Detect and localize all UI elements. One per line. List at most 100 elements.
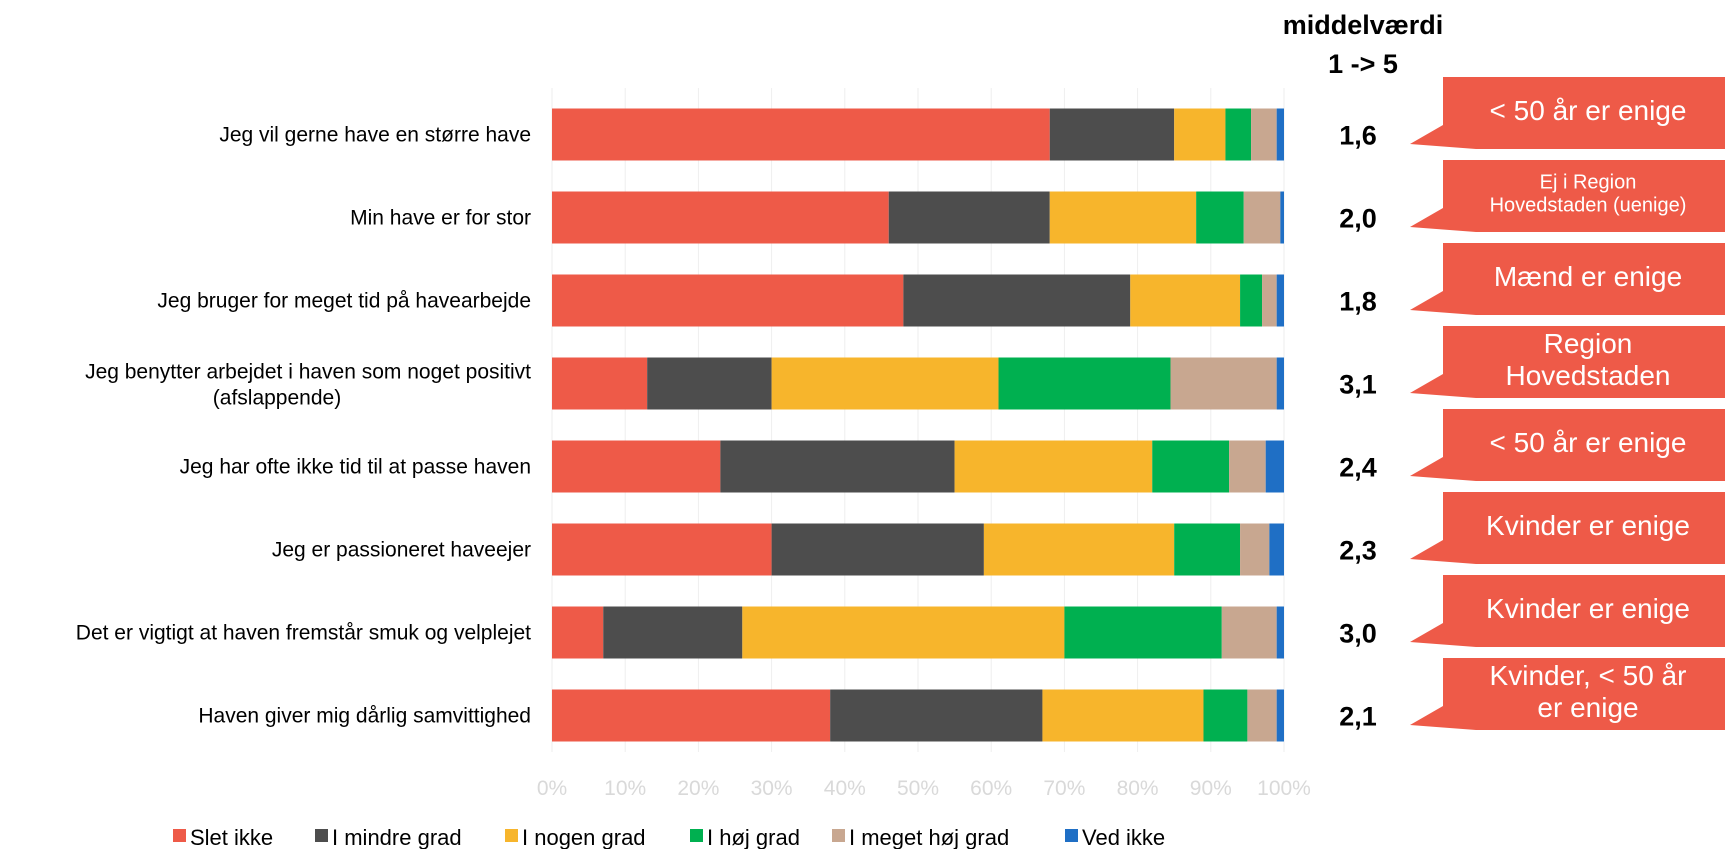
legend-label: I meget høj grad bbox=[849, 825, 1009, 849]
mean-value: 2,4 bbox=[1339, 453, 1377, 483]
bar-segment bbox=[1049, 191, 1197, 244]
bar-segment bbox=[1130, 274, 1241, 327]
legend-label: Slet ikke bbox=[190, 825, 273, 849]
callout-text: Region bbox=[1544, 328, 1633, 359]
bar-segment bbox=[552, 191, 889, 244]
bar-segment bbox=[998, 357, 1171, 410]
category-label: Jeg benytter arbejdet i haven som noget … bbox=[85, 361, 531, 410]
bar-segment bbox=[1203, 689, 1248, 742]
callout-text: Hovedstaden bbox=[1505, 360, 1670, 391]
mean-value: 2,0 bbox=[1339, 204, 1377, 234]
legend-label: I høj grad bbox=[707, 825, 800, 849]
bar-segment bbox=[1262, 274, 1277, 327]
x-tick-label: 80% bbox=[1117, 777, 1159, 800]
mean-value: 2,1 bbox=[1339, 702, 1377, 732]
bar-segment bbox=[1042, 689, 1204, 742]
legend-label: I mindre grad bbox=[332, 825, 462, 849]
mean-header-line: middelværdi bbox=[1283, 10, 1444, 40]
category-label: Jeg har ofte ikke tid til at passe haven bbox=[180, 456, 531, 479]
bar-segment bbox=[1251, 108, 1277, 161]
legend-swatch bbox=[315, 829, 328, 842]
legend-swatch bbox=[690, 829, 703, 842]
callout-box bbox=[1410, 658, 1725, 730]
bar-segment bbox=[1276, 357, 1284, 410]
callout-box bbox=[1410, 492, 1725, 564]
bar-segment bbox=[1276, 689, 1284, 742]
category-label: Haven giver mig dårlig samvittighed bbox=[198, 705, 531, 728]
callout-text: Mænd er enige bbox=[1494, 261, 1682, 292]
bar-segment bbox=[1170, 357, 1277, 410]
callout-text: < 50 år er enige bbox=[1490, 427, 1687, 458]
category-label: Jeg bruger for meget tid på havearbejde bbox=[157, 290, 531, 313]
bar-segment bbox=[1049, 108, 1175, 161]
callout-text: Ej i Region bbox=[1540, 172, 1637, 194]
bar-segment bbox=[1174, 108, 1226, 161]
bar-segment bbox=[830, 689, 1043, 742]
callout-text: Kvinder er enige bbox=[1486, 593, 1690, 624]
bar-segment bbox=[720, 440, 955, 493]
mean-header-line: 1 -> 5 bbox=[1328, 49, 1398, 79]
callout-text: Kvinder er enige bbox=[1486, 510, 1690, 541]
callout-text: Hovedstaden (uenige) bbox=[1490, 195, 1687, 217]
category-label: Det er vigtigt at haven fremstår smuk og… bbox=[76, 622, 531, 645]
bar-segment bbox=[1221, 606, 1277, 659]
category-label: Jeg vil gerne have en større have bbox=[219, 124, 531, 147]
callout-box bbox=[1410, 326, 1725, 398]
mean-value: 3,0 bbox=[1339, 619, 1377, 649]
bar-segment bbox=[1064, 606, 1222, 659]
bar-segment bbox=[1276, 274, 1284, 327]
bar-segment bbox=[771, 523, 984, 576]
category-label-line: (afslappende) bbox=[213, 387, 341, 410]
category-label: Jeg er passioneret haveejer bbox=[272, 539, 531, 562]
x-tick-label: 60% bbox=[970, 777, 1012, 800]
bar-segment bbox=[1276, 606, 1284, 659]
legend-label: Ved ikke bbox=[1082, 825, 1165, 849]
bar-segment bbox=[1174, 523, 1241, 576]
bar-segment bbox=[1152, 440, 1230, 493]
legend-swatch bbox=[1065, 829, 1078, 842]
category-label: Min have er for stor bbox=[350, 207, 531, 230]
legend-swatch bbox=[173, 829, 186, 842]
x-tick-label: 70% bbox=[1043, 777, 1085, 800]
bar-segment bbox=[954, 440, 1153, 493]
bar-segment bbox=[903, 274, 1131, 327]
x-tick-label: 40% bbox=[824, 777, 866, 800]
bar-segment bbox=[552, 523, 772, 576]
bar-segment bbox=[647, 357, 772, 410]
legend-swatch bbox=[505, 829, 518, 842]
bar-segment bbox=[603, 606, 743, 659]
bar-segment bbox=[552, 440, 721, 493]
bar-segment bbox=[983, 523, 1175, 576]
bar-segment bbox=[1280, 191, 1284, 244]
bar-segment bbox=[1196, 191, 1244, 244]
bar-segment bbox=[1229, 440, 1266, 493]
legend-label: I nogen grad bbox=[522, 825, 646, 849]
bar-segment bbox=[1247, 689, 1277, 742]
bar-segment bbox=[552, 274, 904, 327]
callout-box bbox=[1410, 575, 1725, 647]
callout-text: < 50 år er enige bbox=[1490, 95, 1687, 126]
bar-segment bbox=[742, 606, 1065, 659]
mean-value: 3,1 bbox=[1339, 370, 1377, 400]
callout-text: Kvinder, < 50 år bbox=[1490, 660, 1687, 691]
x-tick-label: 90% bbox=[1190, 777, 1232, 800]
mean-value: 2,3 bbox=[1339, 536, 1377, 566]
callout-box bbox=[1410, 243, 1725, 315]
mean-value: 1,6 bbox=[1339, 121, 1377, 151]
x-tick-label: 10% bbox=[604, 777, 646, 800]
bar-segment bbox=[1276, 108, 1284, 161]
x-tick-label: 100% bbox=[1257, 777, 1311, 800]
bar-segment bbox=[1269, 523, 1284, 576]
callout-box bbox=[1410, 77, 1725, 149]
callout-box bbox=[1410, 160, 1725, 232]
bar-segment bbox=[1265, 440, 1284, 493]
category-label-line: Jeg benytter arbejdet i haven som noget … bbox=[85, 361, 531, 384]
bar-segment bbox=[1240, 523, 1270, 576]
bar-segment bbox=[1240, 274, 1263, 327]
mean-value: 1,8 bbox=[1339, 287, 1377, 317]
bar-segment bbox=[552, 689, 831, 742]
bar-segment bbox=[888, 191, 1050, 244]
callout-box bbox=[1410, 409, 1725, 481]
bar-segment bbox=[1225, 108, 1252, 161]
